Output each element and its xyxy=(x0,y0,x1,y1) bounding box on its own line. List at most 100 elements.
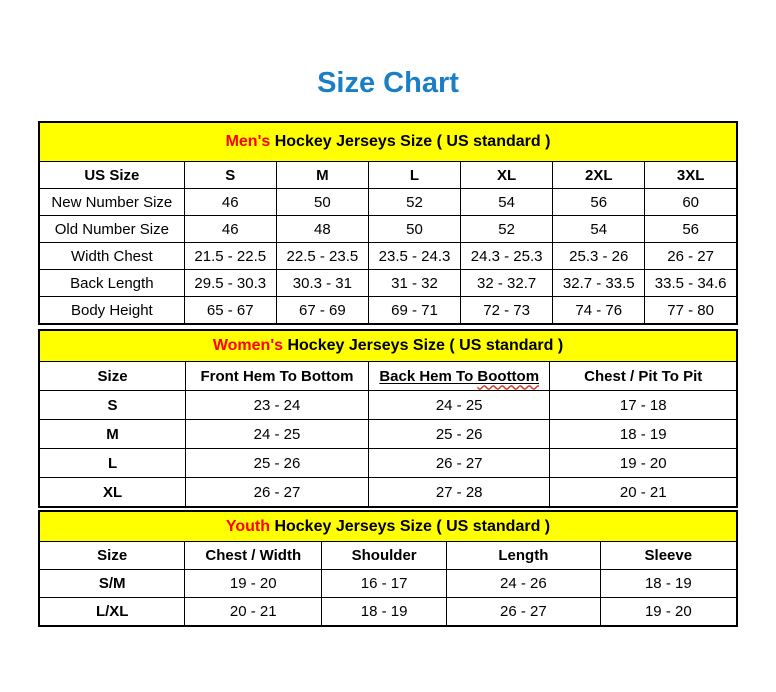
womens-column-header-1: Front Hem To Bottom xyxy=(185,361,369,391)
mens-row-4: Body Height 65 - 67 67 - 69 69 - 71 72 - 73 7… xyxy=(38,296,738,325)
mens-cell-4-2: 69 - 71 xyxy=(367,296,462,325)
mens-cell-3-0: 29.5 - 30.3 xyxy=(183,269,277,297)
mens-cell-0-1: 50 xyxy=(275,188,369,216)
womens-band-text: Hockey Jerseys Size ( US standard ) xyxy=(283,337,564,354)
youth-column-header-4: Sleeve xyxy=(599,541,738,570)
youth-table-body: S/M 19 - 20 16 - 17 24 - 26 18 - 19 L/XL 20 - … xyxy=(38,569,738,627)
youth-cell-0-0: 19 - 20 xyxy=(184,569,323,598)
womens-band-accent: Women's xyxy=(212,337,284,354)
mens-row-label-4: Body Height xyxy=(38,296,185,325)
youth-column-header-2: Shoulder xyxy=(321,541,448,570)
mens-cell-2-1: 22.5 - 23.5 xyxy=(275,242,369,270)
womens-row-label-1: M xyxy=(38,419,187,449)
mens-cell-3-2: 31 - 32 xyxy=(367,269,462,297)
youth-row-1: L/XL 20 - 21 18 - 19 26 - 27 19 - 20 xyxy=(38,597,738,627)
womens-row-0: S 23 - 24 24 - 25 17 - 18 xyxy=(38,390,738,420)
mens-cell-0-3: 54 xyxy=(460,188,554,216)
mens-cell-1-3: 52 xyxy=(460,215,554,243)
mens-cell-2-4: 25.3 - 26 xyxy=(552,242,646,270)
womens-column-header-3: Chest / Pit To Pit xyxy=(549,361,738,391)
mens-cell-2-3: 24.3 - 25.3 xyxy=(460,242,554,270)
mens-column-header-0: US Size xyxy=(38,161,185,189)
mens-column-header-5: 2XL xyxy=(552,161,646,189)
mens-cell-3-4: 32.7 - 33.5 xyxy=(552,269,646,297)
mens-column-header-3: L xyxy=(367,161,462,189)
womens-row-1: M 24 - 25 25 - 26 18 - 19 xyxy=(38,419,738,449)
mens-column-header-4: XL xyxy=(460,161,554,189)
womens-cell-3-1: 27 - 28 xyxy=(367,477,551,508)
womens-cell-3-2: 20 - 21 xyxy=(549,477,738,508)
mens-cell-4-3: 72 - 73 xyxy=(460,296,554,325)
womens-cell-0-0: 23 - 24 xyxy=(185,390,369,420)
mens-band-text: Hockey Jerseys Size ( US standard ) xyxy=(270,133,551,150)
mens-cell-3-3: 32 - 32.7 xyxy=(460,269,554,297)
mens-cell-1-4: 54 xyxy=(552,215,646,243)
womens-cell-0-2: 17 - 18 xyxy=(549,390,738,420)
page-title: Size Chart xyxy=(317,67,459,99)
mens-row-0: New Number Size 46 50 52 54 56 60 xyxy=(38,188,738,216)
youth-column-header-3: Length xyxy=(446,541,601,570)
youth-size-table: Youth Hockey Jerseys Size ( US standard … xyxy=(38,510,738,627)
womens-cell-0-1: 24 - 25 xyxy=(367,390,551,420)
youth-band-text: Hockey Jerseys Size ( US standard ) xyxy=(270,517,551,535)
mens-cell-0-0: 46 xyxy=(183,188,277,216)
womens-column-header-2: Back Hem To Boottom xyxy=(367,361,551,391)
womens-cell-3-0: 26 - 27 xyxy=(185,477,369,508)
womens-cell-1-1: 25 - 26 xyxy=(367,419,551,449)
youth-column-header-1: Chest / Width xyxy=(184,541,323,570)
youth-cell-1-3: 19 - 20 xyxy=(599,597,738,627)
youth-row-0: S/M 19 - 20 16 - 17 24 - 26 18 - 19 xyxy=(38,569,738,598)
womens-misspelled-word: Boottom xyxy=(477,367,540,385)
mens-header-row: US Size S M L XL 2XL 3XL xyxy=(38,161,738,189)
mens-cell-1-5: 56 xyxy=(644,215,738,243)
youth-cell-0-2: 24 - 26 xyxy=(446,569,601,598)
mens-cell-4-0: 65 - 67 xyxy=(183,296,277,325)
mens-cell-0-5: 60 xyxy=(644,188,738,216)
youth-header-row: Size Chest / Width Shoulder Length Sleeve xyxy=(38,541,738,570)
mens-size-table: Men's Hockey Jerseys Size ( US standard … xyxy=(38,121,738,325)
youth-cell-1-1: 18 - 19 xyxy=(321,597,448,627)
mens-cell-1-1: 48 xyxy=(275,215,369,243)
womens-row-label-0: S xyxy=(38,390,187,420)
mens-row-label-3: Back Length xyxy=(38,269,185,297)
mens-cell-2-2: 23.5 - 24.3 xyxy=(367,242,462,270)
youth-band: Youth Hockey Jerseys Size ( US standard … xyxy=(38,510,738,542)
mens-column-header-6: 3XL xyxy=(644,161,738,189)
womens-band-row: Women's Hockey Jerseys Size ( US standar… xyxy=(38,329,738,362)
mens-band-accent: Men's xyxy=(225,133,271,150)
mens-row-1: Old Number Size 46 48 50 52 54 56 xyxy=(38,215,738,243)
womens-cell-2-0: 25 - 26 xyxy=(185,448,369,478)
womens-band: Women's Hockey Jerseys Size ( US standar… xyxy=(38,329,738,362)
mens-band-row: Men's Hockey Jerseys Size ( US standard … xyxy=(38,121,738,162)
youth-column-header-0: Size xyxy=(38,541,186,570)
womens-cell-1-0: 24 - 25 xyxy=(185,419,369,449)
youth-cell-0-1: 16 - 17 xyxy=(321,569,448,598)
womens-column-header-0: Size xyxy=(38,361,187,391)
mens-cell-2-0: 21.5 - 22.5 xyxy=(183,242,277,270)
youth-row-label-1: L/XL xyxy=(38,597,186,627)
mens-column-header-2: M xyxy=(275,161,369,189)
womens-size-table: Women's Hockey Jerseys Size ( US standar… xyxy=(38,329,738,508)
mens-row-2: Width Chest 21.5 - 22.5 22.5 - 23.5 23.5 - … xyxy=(38,242,738,270)
womens-cell-2-2: 19 - 20 xyxy=(549,448,738,478)
mens-cell-2-5: 26 - 27 xyxy=(644,242,738,270)
mens-cell-3-5: 33.5 - 34.6 xyxy=(644,269,738,297)
womens-row-label-3: XL xyxy=(38,477,187,508)
mens-band: Men's Hockey Jerseys Size ( US standard … xyxy=(38,121,738,162)
mens-cell-4-4: 74 - 76 xyxy=(552,296,646,325)
mens-cell-1-2: 50 xyxy=(367,215,462,243)
mens-table-body: New Number Size 46 50 52 54 56 60 Old Number Si… xyxy=(38,188,738,325)
mens-row-label-0: New Number Size xyxy=(38,188,185,216)
mens-row-label-1: Old Number Size xyxy=(38,215,185,243)
womens-row-label-2: L xyxy=(38,448,187,478)
mens-cell-1-0: 46 xyxy=(183,215,277,243)
youth-band-accent: Youth xyxy=(225,517,270,535)
mens-row-label-2: Width Chest xyxy=(38,242,185,270)
mens-cell-4-1: 67 - 69 xyxy=(275,296,369,325)
womens-table-body: S 23 - 24 24 - 25 17 - 18 M 24 - 25 25 - 26 18 … xyxy=(38,390,738,508)
mens-cell-0-2: 52 xyxy=(367,188,462,216)
womens-header-row: Size Front Hem To Bottom Back Hem To Boott… xyxy=(38,361,738,391)
mens-column-header-1: S xyxy=(183,161,277,189)
womens-cell-1-2: 18 - 19 xyxy=(549,419,738,449)
